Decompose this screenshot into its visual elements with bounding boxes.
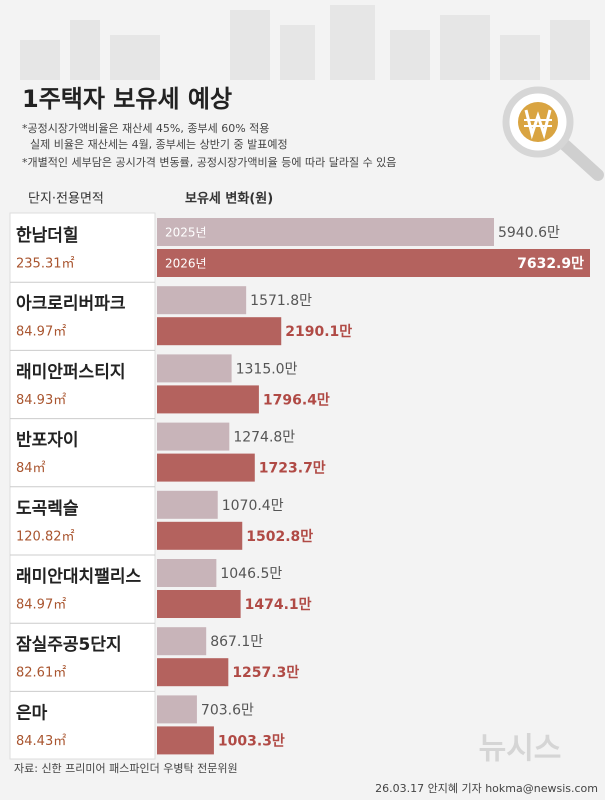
value-label: 2190.1만	[285, 324, 352, 340]
bar	[157, 249, 590, 277]
title: 1주택자 보유세 예상	[22, 85, 232, 113]
bar	[157, 453, 255, 482]
bar	[157, 354, 232, 383]
value-label: 1070.4만	[222, 498, 284, 514]
note: *공정시장가액비율은 재산세 45%, 종부세 60% 적용	[22, 122, 269, 135]
value-label: 1003.3만	[218, 733, 285, 749]
value-label: 1257.3만	[232, 665, 299, 681]
category-label: 은마	[16, 703, 48, 723]
category-label: 잠실주공5단지	[16, 635, 122, 655]
credit: 26.03.17 안지혜 기자 hokma@newsis.com	[375, 782, 598, 795]
logo: 뉴시스	[479, 732, 562, 767]
bar	[157, 286, 247, 315]
plot: 한남더힐 235.31㎡ 5940.6만 2025년 7632.9만 2026년아크로리버…	[10, 218, 590, 755]
note: 실제 비율은 재산세는 4월, 종부세는 상반기 중 발표예정	[30, 138, 288, 151]
category-label: 한남더힐	[16, 225, 79, 246]
category-label: 아크로리버파크	[16, 294, 126, 314]
value-label: 1796.4만	[263, 392, 330, 408]
value-label: 703.6만	[201, 702, 254, 718]
value-label: 7632.9만	[517, 256, 584, 272]
category-detail: 84.43㎡	[16, 734, 66, 749]
value-label: 5940.6만	[498, 225, 560, 241]
category-label: 래미안대치팰리스	[16, 567, 141, 587]
bar	[157, 490, 218, 519]
magnifier-icon	[502, 86, 604, 181]
value-label: 1046.5만	[220, 566, 282, 582]
category-label: 도곡렉슬	[16, 499, 79, 519]
bar	[157, 658, 229, 687]
bar	[157, 627, 207, 656]
value-label: 1315.0만	[236, 361, 298, 377]
source: 자료: 신한 프리미어 패스파인더 우병탁 전문위원	[14, 762, 238, 775]
bar	[157, 590, 241, 618]
value-header: 보유세 변화(원)	[185, 191, 273, 207]
category-detail: 84.97㎡	[16, 325, 66, 340]
value-label: 1474.1만	[245, 597, 312, 613]
value-label: 1571.8만	[250, 293, 312, 309]
value-label: 867.1만	[210, 634, 263, 650]
legend-label: 2025년	[165, 226, 207, 240]
bar	[157, 218, 494, 246]
label-panel	[9, 212, 156, 760]
category-label: 래미안퍼스티지	[16, 362, 125, 382]
bar	[157, 521, 243, 550]
category-detail: 84.97㎡	[16, 598, 66, 613]
bar	[157, 726, 214, 755]
category-detail: 84.93㎡	[16, 393, 66, 408]
category-detail: 82.61㎡	[16, 666, 66, 681]
value-label: 1723.7만	[259, 461, 326, 477]
category-detail: 235.31㎡	[16, 257, 75, 272]
value-label: 1502.8만	[246, 529, 313, 545]
category-detail: 120.82㎡	[16, 529, 75, 544]
category-header: 단지·전용면적	[28, 192, 104, 207]
value-label: 1274.8만	[233, 430, 295, 446]
skyline	[20, 5, 590, 80]
category-label: 반포자이	[16, 431, 79, 451]
bar	[157, 317, 282, 346]
bar	[157, 559, 217, 587]
note: *개별적인 세부담은 공시가격 변동률, 공정시장가액비율 등에 따라 달라질 …	[22, 156, 396, 169]
category-detail: 84㎡	[16, 461, 46, 476]
bar	[157, 695, 197, 724]
legend-label: 2026년	[165, 257, 207, 271]
bar	[157, 422, 230, 451]
bar	[157, 385, 259, 414]
